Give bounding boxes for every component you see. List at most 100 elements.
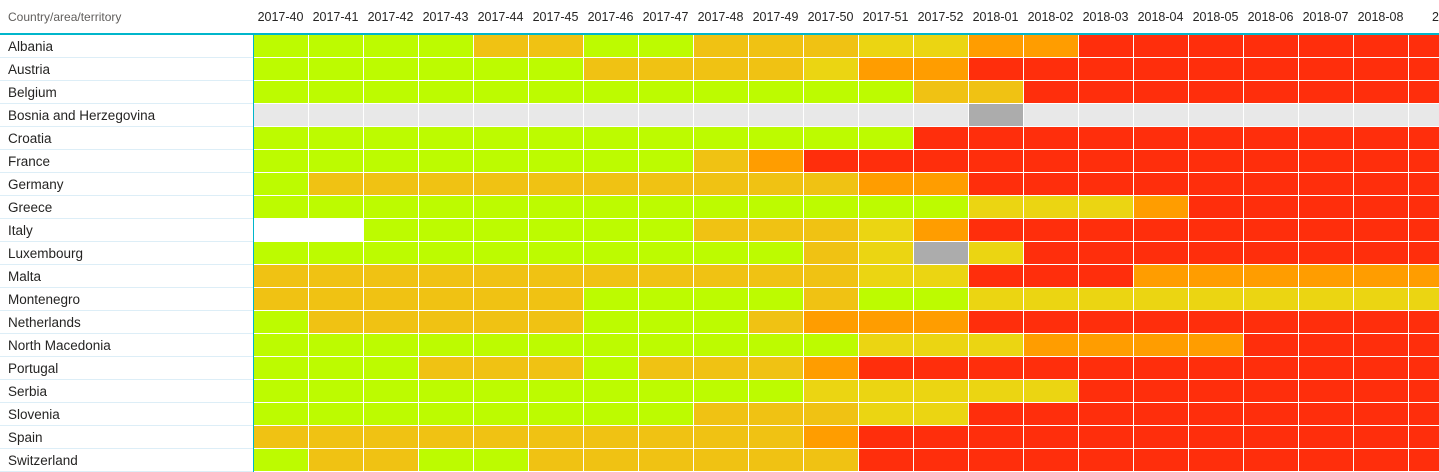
heatmap-cell[interactable] [584, 426, 639, 449]
heatmap-cell[interactable] [1354, 219, 1409, 242]
heatmap-cell[interactable] [1244, 334, 1299, 357]
heatmap-cell[interactable] [254, 357, 309, 380]
heatmap-cell[interactable] [1189, 242, 1244, 265]
heatmap-cell[interactable] [804, 380, 859, 403]
heatmap-cell[interactable] [1409, 150, 1439, 173]
heatmap-cell[interactable] [1024, 288, 1079, 311]
heatmap-cell[interactable] [1189, 403, 1244, 426]
heatmap-cell[interactable] [1354, 196, 1409, 219]
heatmap-cell[interactable] [309, 426, 364, 449]
heatmap-cell[interactable] [1244, 150, 1299, 173]
heatmap-cell[interactable] [1409, 288, 1439, 311]
heatmap-cell[interactable] [859, 58, 914, 81]
heatmap-cell[interactable] [419, 265, 474, 288]
heatmap-cell[interactable] [254, 288, 309, 311]
heatmap-cell[interactable] [1299, 426, 1354, 449]
heatmap-cell[interactable] [914, 403, 969, 426]
heatmap-cell[interactable] [749, 58, 804, 81]
heatmap-cell[interactable] [1299, 173, 1354, 196]
heatmap-cell[interactable] [749, 265, 804, 288]
heatmap-cell[interactable] [1409, 196, 1439, 219]
heatmap-cell[interactable] [584, 81, 639, 104]
heatmap-cell[interactable] [639, 242, 694, 265]
heatmap-cell[interactable] [364, 288, 419, 311]
heatmap-cell[interactable] [1024, 449, 1079, 472]
heatmap-cell[interactable] [1244, 311, 1299, 334]
heatmap-cell[interactable] [1189, 288, 1244, 311]
heatmap-cell[interactable] [1079, 81, 1134, 104]
column-header[interactable]: 2017-49 [752, 9, 799, 24]
heatmap-cell[interactable] [1189, 265, 1244, 288]
heatmap-cell[interactable] [694, 150, 749, 173]
heatmap-cell[interactable] [254, 219, 309, 242]
heatmap-cell[interactable] [364, 426, 419, 449]
heatmap-cell[interactable] [364, 150, 419, 173]
heatmap-cell[interactable] [474, 81, 529, 104]
heatmap-cell[interactable] [1189, 357, 1244, 380]
row-label[interactable]: Austria [0, 58, 253, 81]
heatmap-cell[interactable] [1189, 449, 1244, 472]
heatmap-cell[interactable] [1354, 334, 1409, 357]
heatmap-cell[interactable] [969, 334, 1024, 357]
heatmap-cell[interactable] [1244, 403, 1299, 426]
heatmap-cell[interactable] [804, 173, 859, 196]
heatmap-cell[interactable] [1244, 426, 1299, 449]
row-label[interactable]: France [0, 150, 253, 173]
heatmap-cell[interactable] [419, 219, 474, 242]
heatmap-cell[interactable] [1354, 58, 1409, 81]
heatmap-cell[interactable] [1079, 35, 1134, 58]
heatmap-cell[interactable] [639, 58, 694, 81]
heatmap-cell[interactable] [639, 265, 694, 288]
heatmap-cell[interactable] [309, 173, 364, 196]
column-header[interactable]: 2017-52 [917, 9, 964, 24]
heatmap-cell[interactable] [529, 242, 584, 265]
heatmap-cell[interactable] [804, 265, 859, 288]
heatmap-cell[interactable] [1079, 357, 1134, 380]
heatmap-cell[interactable] [1189, 334, 1244, 357]
heatmap-cell[interactable] [1134, 288, 1189, 311]
heatmap-cell[interactable] [1299, 81, 1354, 104]
heatmap-cell[interactable] [309, 104, 364, 127]
heatmap-cell[interactable] [309, 357, 364, 380]
column-header[interactable]: 2017-42 [367, 9, 414, 24]
heatmap-cell[interactable] [639, 150, 694, 173]
heatmap-cell[interactable] [804, 81, 859, 104]
heatmap-cell[interactable] [474, 242, 529, 265]
heatmap-cell[interactable] [419, 288, 474, 311]
heatmap-cell[interactable] [419, 81, 474, 104]
heatmap-cell[interactable] [419, 196, 474, 219]
heatmap-cell[interactable] [1244, 288, 1299, 311]
heatmap-cell[interactable] [639, 219, 694, 242]
heatmap-cell[interactable] [529, 380, 584, 403]
heatmap-cell[interactable] [914, 265, 969, 288]
heatmap-cell[interactable] [694, 449, 749, 472]
heatmap-cell[interactable] [914, 150, 969, 173]
heatmap-cell[interactable] [1024, 58, 1079, 81]
heatmap-cell[interactable] [1189, 311, 1244, 334]
heatmap-cell[interactable] [749, 403, 804, 426]
heatmap-cell[interactable] [1244, 242, 1299, 265]
heatmap-cell[interactable] [1024, 173, 1079, 196]
heatmap-cell[interactable] [419, 403, 474, 426]
row-label[interactable]: Netherlands [0, 311, 253, 334]
heatmap-cell[interactable] [309, 449, 364, 472]
heatmap-cell[interactable] [1409, 242, 1439, 265]
heatmap-cell[interactable] [529, 311, 584, 334]
heatmap-cell[interactable] [474, 35, 529, 58]
heatmap-cell[interactable] [529, 357, 584, 380]
heatmap-cell[interactable] [749, 311, 804, 334]
heatmap-cell[interactable] [1079, 334, 1134, 357]
heatmap-cell[interactable] [1409, 403, 1439, 426]
heatmap-cell[interactable] [1299, 288, 1354, 311]
heatmap-cell[interactable] [914, 196, 969, 219]
heatmap-cell[interactable] [1354, 426, 1409, 449]
heatmap-cell[interactable] [254, 426, 309, 449]
heatmap-cell[interactable] [474, 104, 529, 127]
heatmap-cell[interactable] [749, 380, 804, 403]
heatmap-cell[interactable] [1079, 403, 1134, 426]
column-header[interactable]: 2017-46 [587, 9, 634, 24]
heatmap-cell[interactable] [1409, 265, 1439, 288]
heatmap-cell[interactable] [1299, 58, 1354, 81]
heatmap-cell[interactable] [639, 426, 694, 449]
column-header[interactable]: 2018-03 [1082, 9, 1129, 24]
